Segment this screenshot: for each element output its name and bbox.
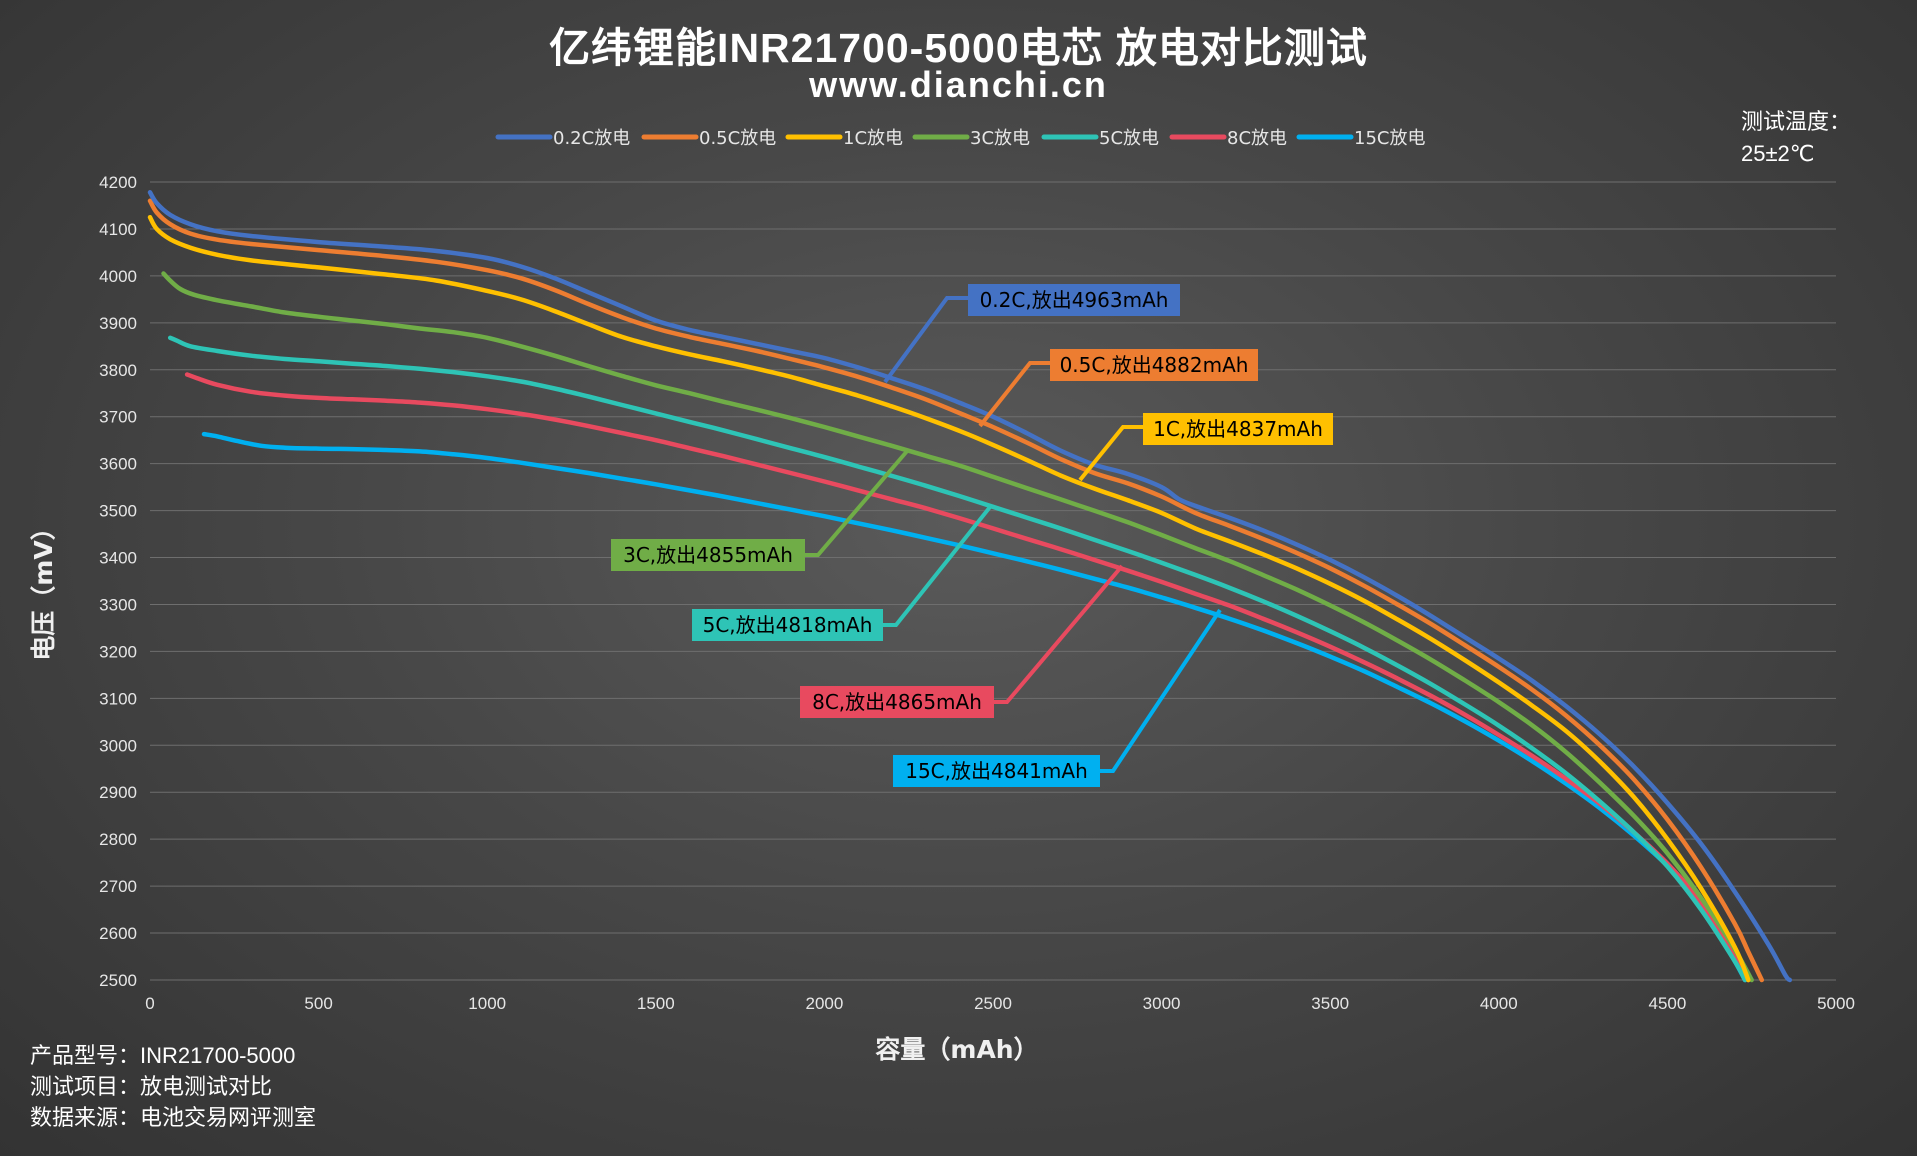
y-tick-3700: 3700: [99, 408, 137, 427]
callout-box-1C放电: [1143, 413, 1333, 445]
y-tick-4100: 4100: [99, 220, 137, 239]
callout-label-0.2C放电: 0.2C,放出4963mAh: [980, 288, 1169, 312]
y-tick-4000: 4000: [99, 267, 137, 286]
x-tick-0: 0: [145, 994, 154, 1013]
callout-label-3C放电: 3C,放出4855mAh: [623, 543, 793, 567]
callout-leader-5C放电: [883, 505, 992, 627]
footer-info: 产品型号：INR21700-5000 测试项目：放电测试对比 数据来源：电池交易…: [30, 1040, 316, 1133]
y-tick-2700: 2700: [99, 877, 137, 896]
footer-test-item: 测试项目：放电测试对比: [30, 1074, 273, 1099]
series-lines: [147, 190, 1793, 983]
x-axis-ticks: 0 500 1000 1500 2000 2500 3000 3500 4000 4500 5000: [145, 994, 1855, 1013]
chart-title: 亿纬锂能INR21700-5000电芯 放电对比测试: [549, 25, 1368, 71]
y-tick-3100: 3100: [99, 689, 137, 708]
legend: 0.2C放电 0.5C放电 1C放电 3C放电 5C放电 8C放电 15C放电: [495, 128, 1425, 149]
callout-box-15C放电: [893, 755, 1100, 787]
chart-subtitle: www.dianchi.cn: [809, 64, 1108, 105]
y-tick-3400: 3400: [99, 549, 137, 568]
x-tick-2500: 2500: [974, 994, 1012, 1013]
test-temperature-label: 测试温度：: [1741, 109, 1852, 134]
y-tick-3200: 3200: [99, 642, 137, 661]
callout-label-0.5C放电: 0.5C,放出4882mAh: [1060, 353, 1249, 377]
series-line-5C放电: [167, 335, 1748, 983]
series-line-1C放电: [147, 214, 1751, 983]
callout-leader-15C放电: [1100, 608, 1222, 773]
legend-label-0.5C放电: 0.5C放电: [699, 128, 776, 149]
footer-product: 产品型号：INR21700-5000: [30, 1043, 296, 1068]
callout-box-0.5C放电: [1050, 349, 1258, 381]
callout-box-8C放电: [800, 686, 994, 718]
legend-label-8C放电: 8C放电: [1227, 128, 1287, 149]
callout-box-0.2C放电: [968, 284, 1180, 316]
series-line-3C放电: [161, 271, 1754, 983]
callout-box-5C放电: [692, 609, 883, 641]
x-tick-1500: 1500: [637, 994, 675, 1013]
callout-leader-0.2C放电: [883, 296, 968, 384]
y-tick-3600: 3600: [99, 455, 137, 474]
y-tick-3300: 3300: [99, 595, 137, 614]
y-axis-ticks: 2500 2600 2700 2800 2900 3000 3100 3200 3300 3400…: [99, 173, 137, 990]
callout-box-3C放电: [611, 539, 805, 571]
y-tick-3500: 3500: [99, 502, 137, 521]
y-tick-2900: 2900: [99, 783, 137, 802]
x-tick-4000: 4000: [1480, 994, 1518, 1013]
y-tick-4200: 4200: [99, 173, 137, 192]
y-tick-3900: 3900: [99, 314, 137, 333]
legend-label-5C放电: 5C放电: [1099, 128, 1159, 149]
x-tick-3000: 3000: [1143, 994, 1181, 1013]
test-temperature: 测试温度： 25±2℃: [1741, 106, 1851, 170]
series-callouts: 0.2C,放出4963mAh 0.5C,放出4882mAh 1C,放出4837mAh…: [611, 284, 1333, 787]
x-tick-3500: 3500: [1311, 994, 1349, 1013]
x-tick-5000: 5000: [1817, 994, 1855, 1013]
callout-label-1C放电: 1C,放出4837mAh: [1153, 417, 1323, 441]
legend-label-3C放电: 3C放电: [970, 128, 1030, 149]
callout-leader-3C放电: [805, 448, 910, 557]
test-temperature-value: 25±2℃: [1741, 141, 1815, 166]
callout-leader-8C放电: [994, 564, 1124, 704]
x-tick-1000: 1000: [468, 994, 506, 1013]
footer-data-source: 数据来源：电池交易网评测室: [30, 1105, 317, 1130]
y-axis-label: 电压（mV）: [29, 515, 58, 660]
legend-label-15C放电: 15C放电: [1354, 128, 1425, 149]
callout-label-5C放电: 5C,放出4818mAh: [703, 613, 873, 637]
callout-label-8C放电: 8C,放出4865mAh: [812, 690, 982, 714]
x-tick-2000: 2000: [805, 994, 843, 1013]
legend-label-0.2C放电: 0.2C放电: [553, 128, 630, 149]
callout-leader-0.5C放电: [978, 361, 1050, 428]
y-tick-2800: 2800: [99, 830, 137, 849]
callout-label-15C放电: 15C,放出4841mAh: [905, 759, 1088, 783]
callout-leader-1C放电: [1078, 425, 1143, 482]
y-tick-3000: 3000: [99, 736, 137, 755]
series-line-8C放电: [184, 372, 1751, 983]
legend-label-1C放电: 1C放电: [843, 128, 903, 149]
y-tick-2600: 2600: [99, 924, 137, 943]
x-axis-label: 容量（mAh）: [875, 1035, 1038, 1064]
y-tick-2500: 2500: [99, 971, 137, 990]
x-tick-4500: 4500: [1648, 994, 1686, 1013]
series-line-15C放电: [201, 431, 1748, 983]
series-line-0.5C放电: [147, 198, 1765, 983]
series-line-0.2C放电: [147, 190, 1793, 983]
x-tick-500: 500: [304, 994, 332, 1013]
y-tick-3800: 3800: [99, 361, 137, 380]
